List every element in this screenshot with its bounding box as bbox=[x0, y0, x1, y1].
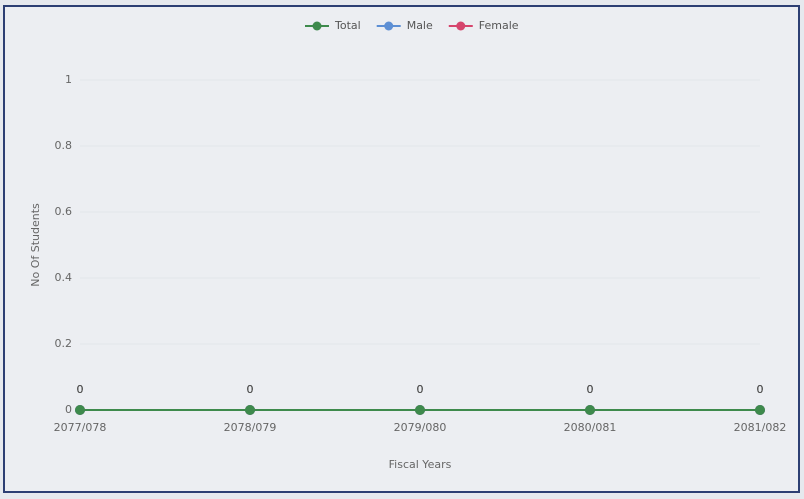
data-label: 0 bbox=[587, 383, 594, 396]
x-tick-label: 2079/080 bbox=[394, 421, 447, 434]
y-tick-label: 0.8 bbox=[55, 139, 73, 152]
data-label: 0 bbox=[77, 383, 84, 396]
data-label: 0 bbox=[247, 383, 254, 396]
data-label: 0 bbox=[757, 383, 764, 396]
data-label: 0 bbox=[247, 383, 254, 396]
x-tick-label: 2078/079 bbox=[224, 421, 277, 434]
data-label: 0 bbox=[587, 383, 594, 396]
x-axis-title: Fiscal Years bbox=[389, 458, 452, 471]
y-tick-label: 0 bbox=[65, 403, 72, 416]
data-label: 0 bbox=[77, 383, 84, 396]
data-label: 0 bbox=[77, 383, 84, 396]
chart-frame bbox=[3, 5, 800, 493]
point bbox=[585, 405, 595, 415]
legend-marker bbox=[312, 21, 322, 31]
data-label: 0 bbox=[417, 383, 424, 396]
legend-label: Female bbox=[479, 19, 519, 32]
x-tick-label: 2081/082 bbox=[734, 421, 787, 434]
data-label: 0 bbox=[587, 383, 594, 396]
y-axis-title: No Of Students bbox=[29, 203, 42, 287]
y-tick-label: 0.2 bbox=[55, 337, 73, 350]
legend-marker bbox=[456, 21, 466, 31]
x-tick-label: 2080/081 bbox=[564, 421, 617, 434]
y-tick-label: 1 bbox=[65, 73, 72, 86]
data-label: 0 bbox=[757, 383, 764, 396]
data-label: 0 bbox=[247, 383, 254, 396]
y-tick-label: 0.6 bbox=[55, 205, 73, 218]
data-label: 0 bbox=[417, 383, 424, 396]
point bbox=[415, 405, 425, 415]
x-tick-label: 2077/078 bbox=[54, 421, 107, 434]
legend-label: Male bbox=[407, 19, 433, 32]
point bbox=[755, 405, 765, 415]
legend-marker bbox=[384, 21, 394, 31]
data-label: 0 bbox=[757, 383, 764, 396]
legend-label: Total bbox=[334, 19, 361, 32]
point bbox=[245, 405, 255, 415]
point bbox=[75, 405, 85, 415]
data-label: 0 bbox=[417, 383, 424, 396]
y-tick-label: 0.4 bbox=[55, 271, 73, 284]
